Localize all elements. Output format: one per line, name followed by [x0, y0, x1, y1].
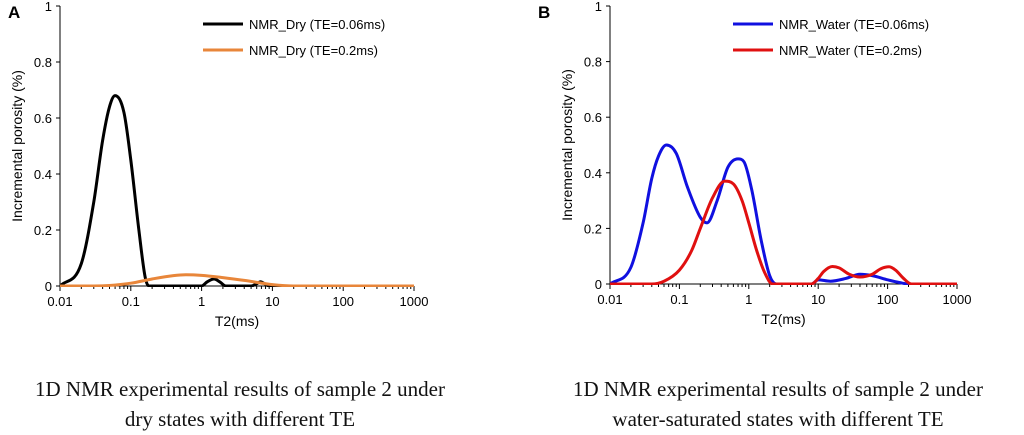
a-legend-label-1: NMR_Dry (TE=0.06ms)	[249, 17, 385, 32]
caption-panel-b: 1D NMR experimental results of sample 2 …	[532, 374, 1024, 434]
a-y-tick-label-2: 0.4	[34, 167, 52, 182]
figure-canvas: A00.20.40.60.810.01 0.1 1 10 100 1000T2(ms)In…	[8, 0, 971, 329]
b-y-axis-title: Incremental porosity (%)	[559, 69, 575, 221]
a-x-tick-label-5: 1000	[400, 294, 429, 309]
b-y-tick-label-3: 0.6	[584, 110, 602, 125]
b-x-tick-label-3: 10	[811, 292, 825, 307]
b-y-tick-label-2: 0.4	[584, 166, 602, 181]
b-y-tick-label-0: 0	[595, 277, 602, 292]
a-panel-label: A	[8, 3, 20, 22]
a-legend-label-2: NMR_Dry (TE=0.2ms)	[249, 43, 378, 58]
b-x-axis-title: T2(ms)	[761, 311, 805, 327]
b-x-tick-label-1: 0.1	[670, 292, 688, 307]
b-series-line-1	[610, 143, 957, 285]
a-x-tick-label-4: 100	[332, 294, 354, 309]
chart-panel-a: A 0 0.2 0.4 0.6 0.8 1 0.01 0.1 1 10 100 1000 T2(ms) In…	[8, 0, 428, 329]
a-y-tick-label-1: 0.2	[34, 223, 52, 238]
caption-b-line-1: 1D NMR experimental results of sample 2 …	[573, 377, 983, 401]
b-legend-label-1: NMR_Water (TE=0.06ms)	[779, 17, 929, 32]
a-x-tick-label-3: 10	[265, 294, 279, 309]
b-y-tick-label-1: 0.2	[584, 221, 602, 236]
b-x-tick-label-0: 0.01	[597, 292, 622, 307]
a-series-line-1	[60, 94, 414, 287]
b-x-tick-label-2: 1	[745, 292, 752, 307]
b-y-tick-label-5: 1	[595, 0, 602, 14]
a-series-line-2	[60, 273, 414, 287]
a-x-tick-label-0: 0.01	[47, 294, 72, 309]
a-y-tick-label-0: 0	[45, 279, 52, 294]
a-x-tick-label-2: 1	[198, 294, 205, 309]
a-y-tick-label-4: 0.8	[34, 55, 52, 70]
caption-a-line-2: dry states with different TE	[124, 407, 356, 431]
a-y-axis-title: Incremental porosity (%)	[9, 70, 25, 222]
b-panel-label: B	[538, 3, 550, 22]
a-x-tick-label-1: 0.1	[122, 294, 140, 309]
caption-a-line-1: 1D NMR experimental results of sample 2 …	[35, 377, 445, 401]
caption-panel-a: 1D NMR experimental results of sample 2 …	[0, 374, 480, 434]
caption-b-line-2: water-saturated states with different TE	[612, 407, 944, 431]
b-x-tick-label-5: 1000	[943, 292, 972, 307]
b-x-tick-label-4: 100	[877, 292, 899, 307]
b-legend-label-2: NMR_Water (TE=0.2ms)	[779, 43, 922, 58]
b-y-tick-label-4: 0.8	[584, 55, 602, 70]
b-series-line-2	[610, 179, 957, 285]
chart-panel-b: B 0 0.2 0.4 0.6 0.8 1 0.01 0.1 1 10 100 1000 T2(ms) In…	[538, 0, 971, 327]
a-x-axis-title: T2(ms)	[215, 313, 259, 329]
a-y-tick-label-3: 0.6	[34, 111, 52, 126]
a-y-tick-label-5: 1	[45, 0, 52, 14]
